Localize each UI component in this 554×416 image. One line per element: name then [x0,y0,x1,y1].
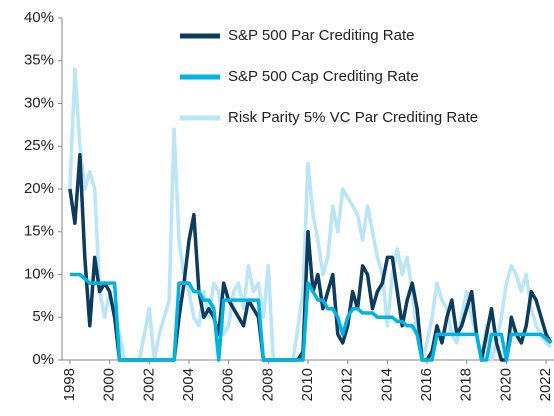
y-tick-label: 5% [32,308,54,325]
y-tick-label: 35% [24,52,54,69]
x-tick-label: 2000 [101,368,118,401]
x-tick-label: 2020 [497,368,514,401]
y-tick-label: 20% [24,180,54,197]
legend-label: S&P 500 Par Crediting Rate [228,27,415,44]
legend-label: Risk Parity 5% VC Par Crediting Rate [228,109,478,126]
x-tick-label: 2022 [537,368,554,401]
x-tick-label: 2012 [339,368,356,401]
series-line [69,272,553,362]
x-tick-label: 2014 [378,368,395,401]
x-tick-label: 2002 [140,368,157,401]
y-tick-label: 30% [24,94,54,111]
series-line [68,67,553,362]
legend-label: S&P 500 Cap Crediting Rate [228,68,419,85]
y-tick-label: 10% [24,265,54,282]
y-tick-label: 0% [32,351,54,368]
y-tick-label: 15% [24,223,54,240]
y-tick-label: 40% [24,9,54,26]
x-tick-label: 2010 [299,368,316,401]
x-tick-label: 2008 [259,368,276,401]
x-tick-label: 2016 [418,368,435,401]
x-tick-label: 2004 [180,368,197,401]
y-tick-label: 25% [24,137,54,154]
x-tick-label: 1998 [61,368,78,401]
x-tick-label: 2018 [458,368,475,401]
x-tick-label: 2006 [220,368,237,401]
